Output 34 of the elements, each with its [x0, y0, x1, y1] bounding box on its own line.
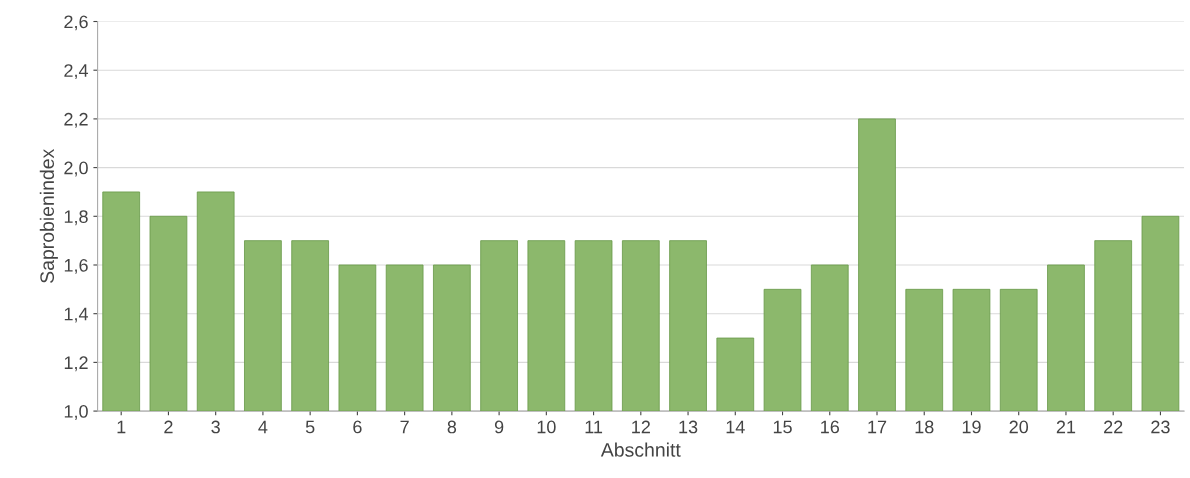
y-tick-label: 1,6: [64, 258, 88, 274]
y-tick-label: 2,2: [64, 112, 88, 128]
x-tick-label: 3: [211, 420, 220, 434]
y-tick-label: 1,4: [64, 307, 89, 323]
x-tick-label: 11: [585, 420, 603, 434]
y-tick-label: 1,0: [64, 405, 88, 420]
x-tick-label: 5: [305, 420, 315, 434]
y-tick-label: 2,4: [64, 64, 89, 80]
y-tick-label: 2,0: [64, 161, 88, 177]
x-tick-label: 17: [868, 420, 887, 434]
x-axis-title: Abschnitt: [600, 442, 681, 457]
x-tick-label: 1: [117, 420, 126, 434]
x-tick-label: 23: [1151, 420, 1170, 434]
y-tick-label: 2,6: [64, 15, 88, 31]
x-tick-label: 8: [447, 420, 457, 434]
x-tick-label: 15: [773, 420, 792, 434]
x-tick-label: 21: [1056, 420, 1076, 434]
x-tick-label: 12: [632, 420, 650, 434]
x-tick-label: 6: [353, 420, 362, 434]
x-tick-label: 20: [1009, 420, 1029, 434]
x-tick-label: 10: [537, 420, 556, 434]
y-axis-title: Saprobienindex: [39, 148, 58, 283]
x-tick-label: 7: [400, 420, 409, 434]
x-tick-label: 14: [726, 420, 745, 434]
x-tick-label: 16: [821, 420, 840, 434]
x-tick-label: 22: [1104, 420, 1123, 434]
x-tick-label: 2: [164, 420, 173, 434]
y-tick-label: 1,2: [64, 356, 88, 372]
x-tick-label: 19: [962, 420, 981, 434]
x-tick-label: 4: [258, 420, 268, 434]
y-tick-label: 1,8: [64, 210, 88, 226]
x-tick-label: 18: [915, 420, 934, 434]
x-tick-label: 13: [679, 420, 698, 434]
x-tick-label: 9: [494, 420, 504, 434]
